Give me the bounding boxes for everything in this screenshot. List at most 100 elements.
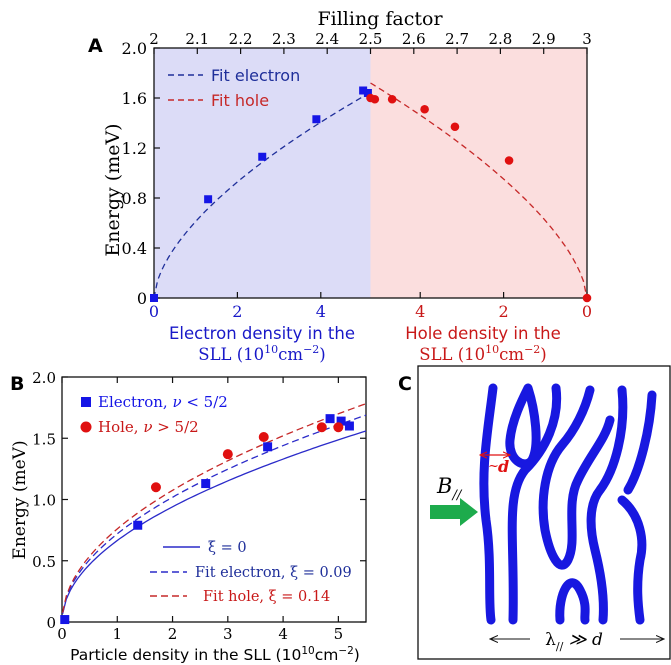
panel-b-axes: 0 1 2 3 4 5 0 0.5 1.0 1.5 2.0 — [32, 369, 367, 643]
stripe-5 — [623, 390, 657, 495]
lambda-symbol: λ — [545, 630, 556, 650]
top-tick-label: 2.6 — [402, 30, 426, 48]
bottom-tick-label-electron: 2 — [232, 302, 242, 321]
panel-b-x-label: Particle density in the SLL (1010cm−2) — [70, 645, 360, 664]
field-symbol: B — [436, 474, 452, 498]
hole-point — [370, 94, 380, 104]
y-tick-label: 2.0 — [32, 369, 56, 387]
lambda-label: λ// ≫ d — [545, 630, 603, 653]
panel-b-x-label-exp2: −2 — [338, 645, 353, 657]
panel-b-x-label-cm: cm — [315, 646, 339, 664]
panel-a-data-points — [150, 86, 592, 303]
legend-electron-suffix: < 5/2 — [182, 393, 228, 411]
x-tick-label: 4 — [278, 625, 288, 643]
electron-point — [344, 421, 354, 431]
stripe-6 — [617, 495, 647, 625]
top-tick-label: 2.5 — [359, 30, 383, 48]
y-tick-label: 1.5 — [32, 430, 56, 448]
stripe-loop-1 — [505, 383, 541, 469]
panel-b-data-points — [60, 414, 354, 625]
panel-b-label: B — [10, 373, 24, 395]
electron-unit-exp2: −2 — [303, 343, 319, 356]
panel-c: C ~ d B// λ// ≫ d — [398, 365, 671, 660]
hole-unit-close: ) — [540, 345, 546, 364]
electron-point — [363, 89, 372, 97]
panel-b: B 0 1 2 3 4 5 0 0.5 1.0 1.5 2.0 Energy (meV) Parti… — [10, 369, 367, 664]
y-tick-label: 0.8 — [122, 189, 147, 208]
legend-xi0-label: ξ = 0 — [208, 540, 247, 556]
hole-point — [150, 482, 161, 493]
legend-fit-electron-label: Fit electron — [211, 66, 300, 85]
stripe-1 — [479, 383, 498, 625]
electron-point — [258, 152, 267, 161]
top-tick-label: 2.8 — [488, 30, 512, 48]
legend-fit-hole-label: Fit hole — [211, 91, 269, 110]
panel-a-y-label: Energy (meV) — [102, 123, 124, 256]
electron-point — [150, 294, 158, 302]
panel-a-legend: Fit electron Fit hole — [168, 66, 300, 110]
top-tick-label: 2.3 — [272, 30, 296, 48]
x-tick-label: 5 — [334, 625, 344, 643]
panel-b-legend-curves: ξ = 0 Fit electron, ξ = 0.09 Fit hole, ξ… — [150, 540, 352, 605]
hole-density-label-line2: SLL (1010cm−2) — [419, 343, 546, 364]
electron-point — [263, 442, 273, 452]
top-tick-label: 3 — [582, 30, 592, 48]
y-tick-label: 0.4 — [122, 239, 147, 258]
panel-b-fit-curves — [61, 403, 367, 615]
hole-point — [316, 422, 327, 433]
panel-a-background — [154, 48, 587, 298]
legend-electron-label: Electron, ν < 5/2 — [98, 393, 228, 411]
panel-b-x-label-close: ) — [354, 646, 360, 664]
stripe-4 — [586, 385, 628, 625]
electron-density-label-line1: Electron density in the — [169, 324, 355, 343]
electron-point — [204, 195, 213, 204]
hole-point — [333, 422, 344, 433]
y-tick-label: 0 — [137, 289, 147, 308]
legend-electron-prefix: Electron, — [98, 393, 172, 411]
d-tilde: ~ — [488, 459, 499, 474]
x-tick-label: 3 — [223, 625, 233, 643]
y-tick-label: 0 — [46, 614, 56, 632]
y-tick-label: 1.6 — [122, 89, 147, 108]
hole-unit-exp: 10 — [485, 343, 499, 356]
electron-point — [359, 86, 368, 95]
y-tick-label: 1.0 — [32, 492, 56, 510]
x-tick-label: 1 — [112, 625, 122, 643]
bottom-tick-label-hole: 0 — [582, 302, 592, 321]
panel-a-label: A — [88, 35, 103, 57]
top-tick-label: 2.4 — [315, 30, 339, 48]
legend-hole-label: Hole, ν > 5/2 — [98, 418, 199, 436]
hole-point — [582, 293, 592, 303]
panel-b-legend-markers: Electron, ν < 5/2 Hole, ν > 5/2 — [80, 393, 228, 436]
bottom-tick-label-electron: 4 — [316, 302, 326, 321]
x-tick-label: 0 — [57, 625, 67, 643]
legend-hole-marker — [80, 421, 92, 433]
electron-region — [154, 48, 371, 298]
y-tick-label: 2.0 — [122, 39, 147, 58]
hole-point — [222, 449, 233, 460]
legend-fit-electron-b-label: Fit electron, ξ = 0.09 — [195, 565, 352, 581]
electron-point — [133, 520, 143, 530]
top-tick-label: 2.7 — [445, 30, 469, 48]
bottom-tick-label-electron: 0 — [149, 302, 159, 321]
bottom-tick-label-hole: 2 — [499, 302, 509, 321]
bottom-tick-label-hole: 4 — [415, 302, 425, 321]
hole-point — [450, 122, 460, 132]
field-label: B// — [436, 474, 463, 503]
xi0-curve — [61, 430, 367, 615]
top-axis-title: Filling factor — [317, 8, 443, 30]
panel-b-y-label: Energy (meV) — [10, 440, 30, 559]
electron-density-label-line2: SLL (1010cm−2) — [198, 343, 325, 364]
hole-density-label-line1: Hole density in the — [405, 324, 561, 343]
electron-unit-prefix: SLL (10 — [198, 345, 264, 364]
panel-a-axes: 2 2.1 2.2 2.3 2.4 2.5 2.6 2.7 2.8 2.9 3 0 0.4 0.8 1.2 1… — [122, 30, 593, 321]
legend-hole-nu: ν — [143, 418, 152, 436]
electron-point — [60, 615, 70, 625]
hole-point — [387, 94, 397, 104]
stripe-pattern — [479, 383, 657, 625]
electron-point — [325, 414, 335, 424]
stripe-7 — [555, 578, 590, 625]
lambda-relation: ≫ d — [563, 630, 603, 650]
fit-electron-b-curve — [61, 414, 367, 614]
